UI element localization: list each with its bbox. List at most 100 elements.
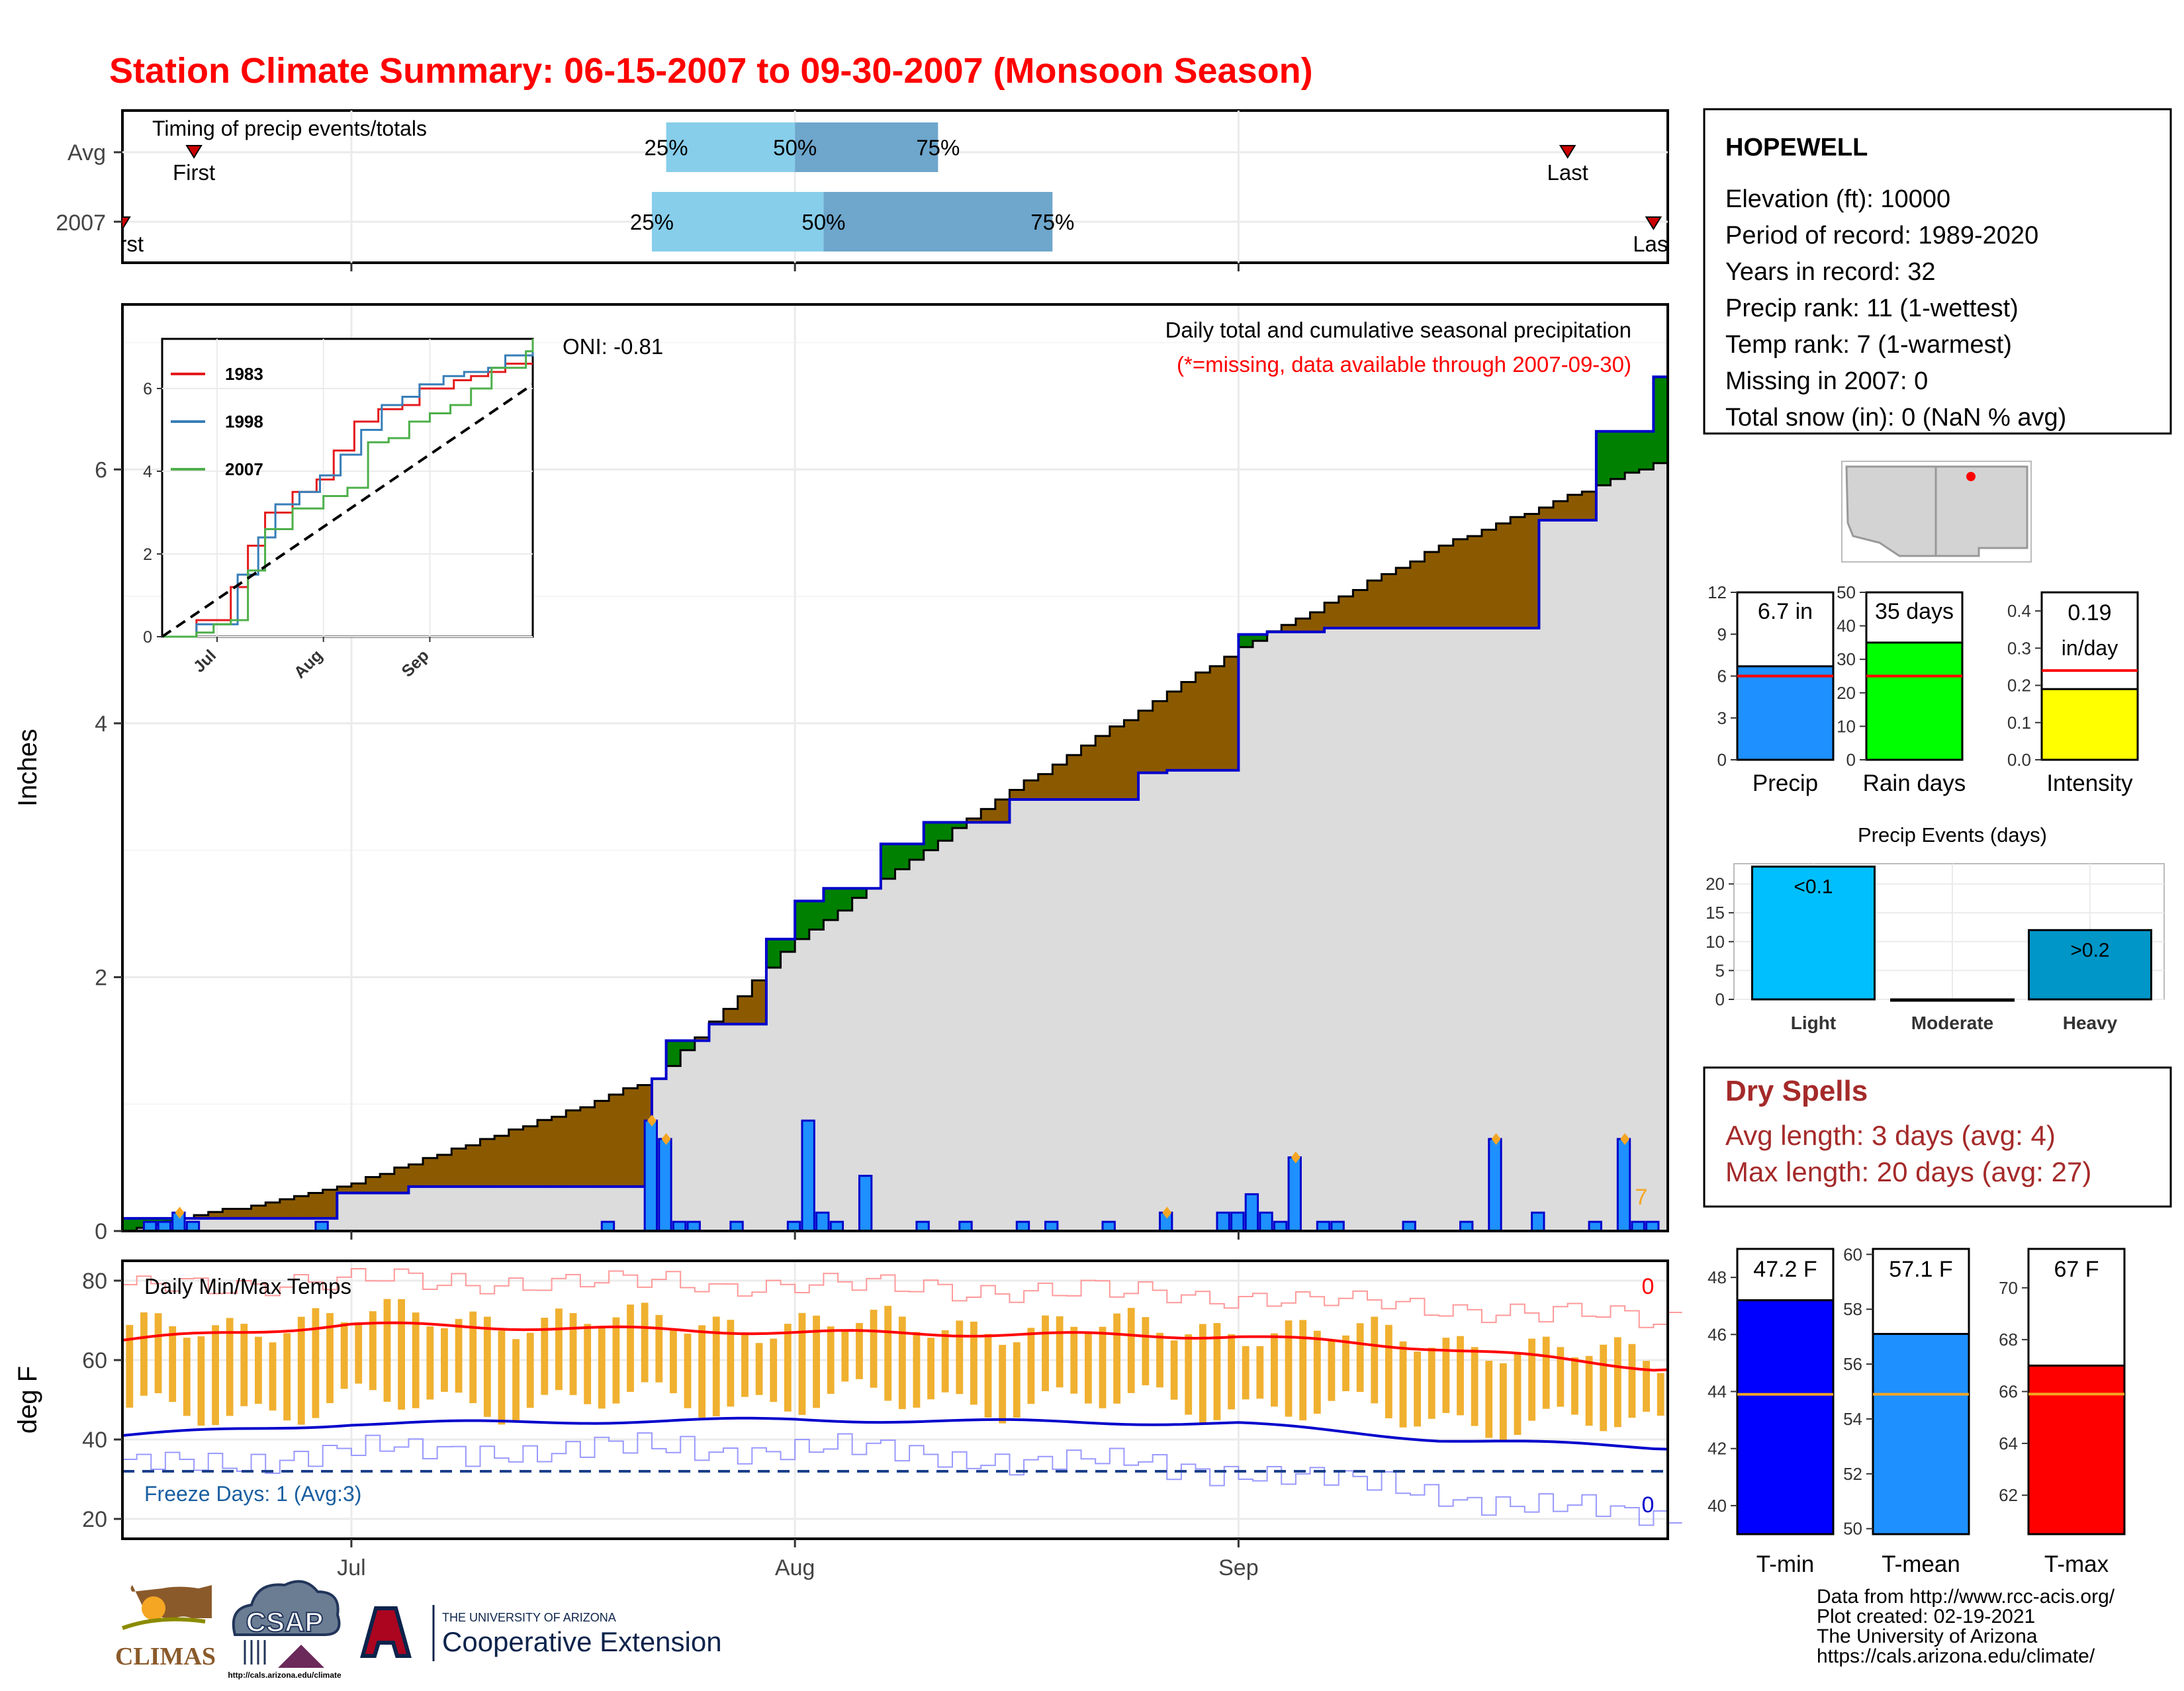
below-avg-fill — [1310, 612, 1325, 632]
bar-tick-label-1: 10 — [1837, 716, 1856, 736]
temp-xtick-label: Sep — [1218, 1555, 1259, 1580]
bar-value-2: 0.19 — [2068, 600, 2111, 625]
heavy-event-marker — [1291, 1151, 1300, 1164]
daily-temp-bar — [770, 1338, 778, 1402]
bar-value-unit-2: in/day — [2062, 636, 2118, 660]
climas-text: CLIMAS — [115, 1643, 216, 1670]
below-avg-fill — [508, 1129, 523, 1187]
below-normal-fill — [222, 1218, 238, 1231]
below-avg-fill — [1124, 720, 1139, 800]
below-normal-fill — [995, 822, 1010, 1231]
tbar-fill-1 — [1872, 1332, 1970, 1535]
below-avg-fill — [1138, 710, 1154, 773]
below-avg-fill — [322, 1189, 338, 1218]
below-normal-fill — [1439, 628, 1454, 1231]
below-normal-fill — [279, 1218, 295, 1231]
daily-temp-bar — [927, 1338, 934, 1400]
daily-temp-bar — [1485, 1361, 1493, 1438]
daily-temp-bar — [1113, 1313, 1121, 1404]
below-avg-fill — [1567, 494, 1582, 521]
daily-temp-bar — [1056, 1316, 1064, 1388]
temp-xtick-label: Jul — [337, 1555, 365, 1580]
below-avg-fill — [580, 1107, 595, 1187]
below-normal-fill — [766, 968, 782, 1231]
daily-temp-bar — [283, 1333, 291, 1421]
above-avg-fill — [838, 888, 853, 911]
below-normal-fill — [594, 1186, 610, 1231]
tbar-value-2: 67 F — [2054, 1257, 2099, 1282]
temp-label: Daily Min/Max Temps — [144, 1274, 351, 1299]
below-normal-fill — [981, 822, 996, 1231]
daily-temp-bar — [1614, 1337, 1621, 1428]
below-normal-fill — [1653, 463, 1668, 1231]
tbar-tick-label-2: 68 — [1999, 1330, 2018, 1349]
below-avg-fill — [451, 1148, 467, 1187]
events-bar-Light — [1751, 865, 1876, 1001]
precip-frame — [121, 303, 1669, 1232]
avg-max-line — [122, 1321, 1668, 1372]
dry-spells-box: Dry Spells Avg length: 3 days (avg: 4) M… — [1703, 1066, 2172, 1208]
tbar-fill-2 — [2027, 1364, 2126, 1535]
temp-ytick-label: 40 — [82, 1428, 107, 1453]
below-avg-fill — [1109, 726, 1124, 800]
below-normal-fill — [537, 1186, 553, 1231]
daily-temp-bar — [297, 1316, 305, 1425]
precip-header: Daily total and cumulative seasonal prec… — [1165, 318, 1631, 342]
below-avg-fill — [1539, 507, 1554, 521]
bar-tick-label-2: 0.0 — [2007, 750, 2031, 770]
daily-temp-bar — [1600, 1344, 1608, 1432]
below-normal-fill — [623, 1186, 638, 1231]
below-normal-fill — [1195, 770, 1210, 1231]
tbar-tick-label-0: 44 — [1707, 1382, 1727, 1402]
above-avg-fill — [780, 938, 796, 952]
below-normal-fill — [1324, 628, 1340, 1231]
daily-temp-bar — [784, 1324, 792, 1412]
below-normal-fill — [1267, 631, 1282, 1231]
bar-tick-label-1: 30 — [1837, 649, 1856, 669]
daily-precip-bar — [786, 1220, 801, 1232]
daily-temp-bar — [641, 1303, 649, 1383]
tbar-tick-label-1: 60 — [1843, 1244, 1862, 1264]
daily-temp-bar — [1342, 1335, 1349, 1392]
bar-tick-label-2: 0.3 — [2007, 638, 2031, 658]
daily-precip-bar — [858, 1175, 873, 1232]
daily-precip-bar — [1273, 1220, 1288, 1232]
daily-temp-bar — [1328, 1339, 1336, 1401]
below-avg-fill — [1553, 501, 1569, 521]
timing-p50-label: 50% — [801, 210, 845, 234]
daily-temp-bar — [340, 1322, 348, 1389]
daily-temp-bar — [526, 1332, 534, 1408]
daily-precip-bar — [1645, 1220, 1660, 1232]
station-line: Total snow (in): 0 (NaN % avg) — [1725, 404, 2066, 432]
below-normal-fill — [1567, 520, 1582, 1232]
below-avg-fill — [723, 1009, 739, 1025]
below-normal-fill — [1639, 469, 1654, 1231]
below-normal-fill — [737, 1024, 752, 1231]
logo-row: CLIMAS CSAP http://cals.arizona.edu/clim… — [115, 1580, 722, 1680]
below-normal-fill — [1238, 647, 1253, 1231]
below-avg-fill — [494, 1136, 510, 1187]
dry-max: Max length: 20 days (avg: 27) — [1725, 1156, 2091, 1187]
daily-temp-bar — [913, 1332, 921, 1408]
daily-temp-bar — [727, 1320, 735, 1407]
max-count: 0 — [1642, 1274, 1655, 1299]
new-mexico-shape — [1934, 465, 2028, 557]
below-normal-fill — [752, 1024, 767, 1231]
daily-precip-bar — [643, 1119, 659, 1232]
tbar-fill-0 — [1736, 1299, 1835, 1535]
daily-temp-bar — [512, 1339, 520, 1421]
above-avg-fill — [1625, 431, 1640, 473]
daily-precip-bar — [915, 1220, 930, 1232]
events-bar-label-Light: <0.1 — [1794, 876, 1833, 897]
below-avg-fill — [1181, 682, 1197, 770]
tbar-value-1: 57.1 F — [1889, 1257, 1952, 1282]
daily-temp-bar — [1299, 1320, 1307, 1421]
tbar-tick-label-0: 42 — [1707, 1439, 1727, 1459]
daily-temp-bar — [1528, 1338, 1536, 1421]
daily-precip-bar — [314, 1220, 329, 1232]
daily-precip-bar — [1259, 1211, 1273, 1232]
below-avg-fill — [1052, 764, 1068, 800]
below-avg-fill — [1167, 691, 1182, 770]
below-avg-fill — [1295, 618, 1310, 632]
